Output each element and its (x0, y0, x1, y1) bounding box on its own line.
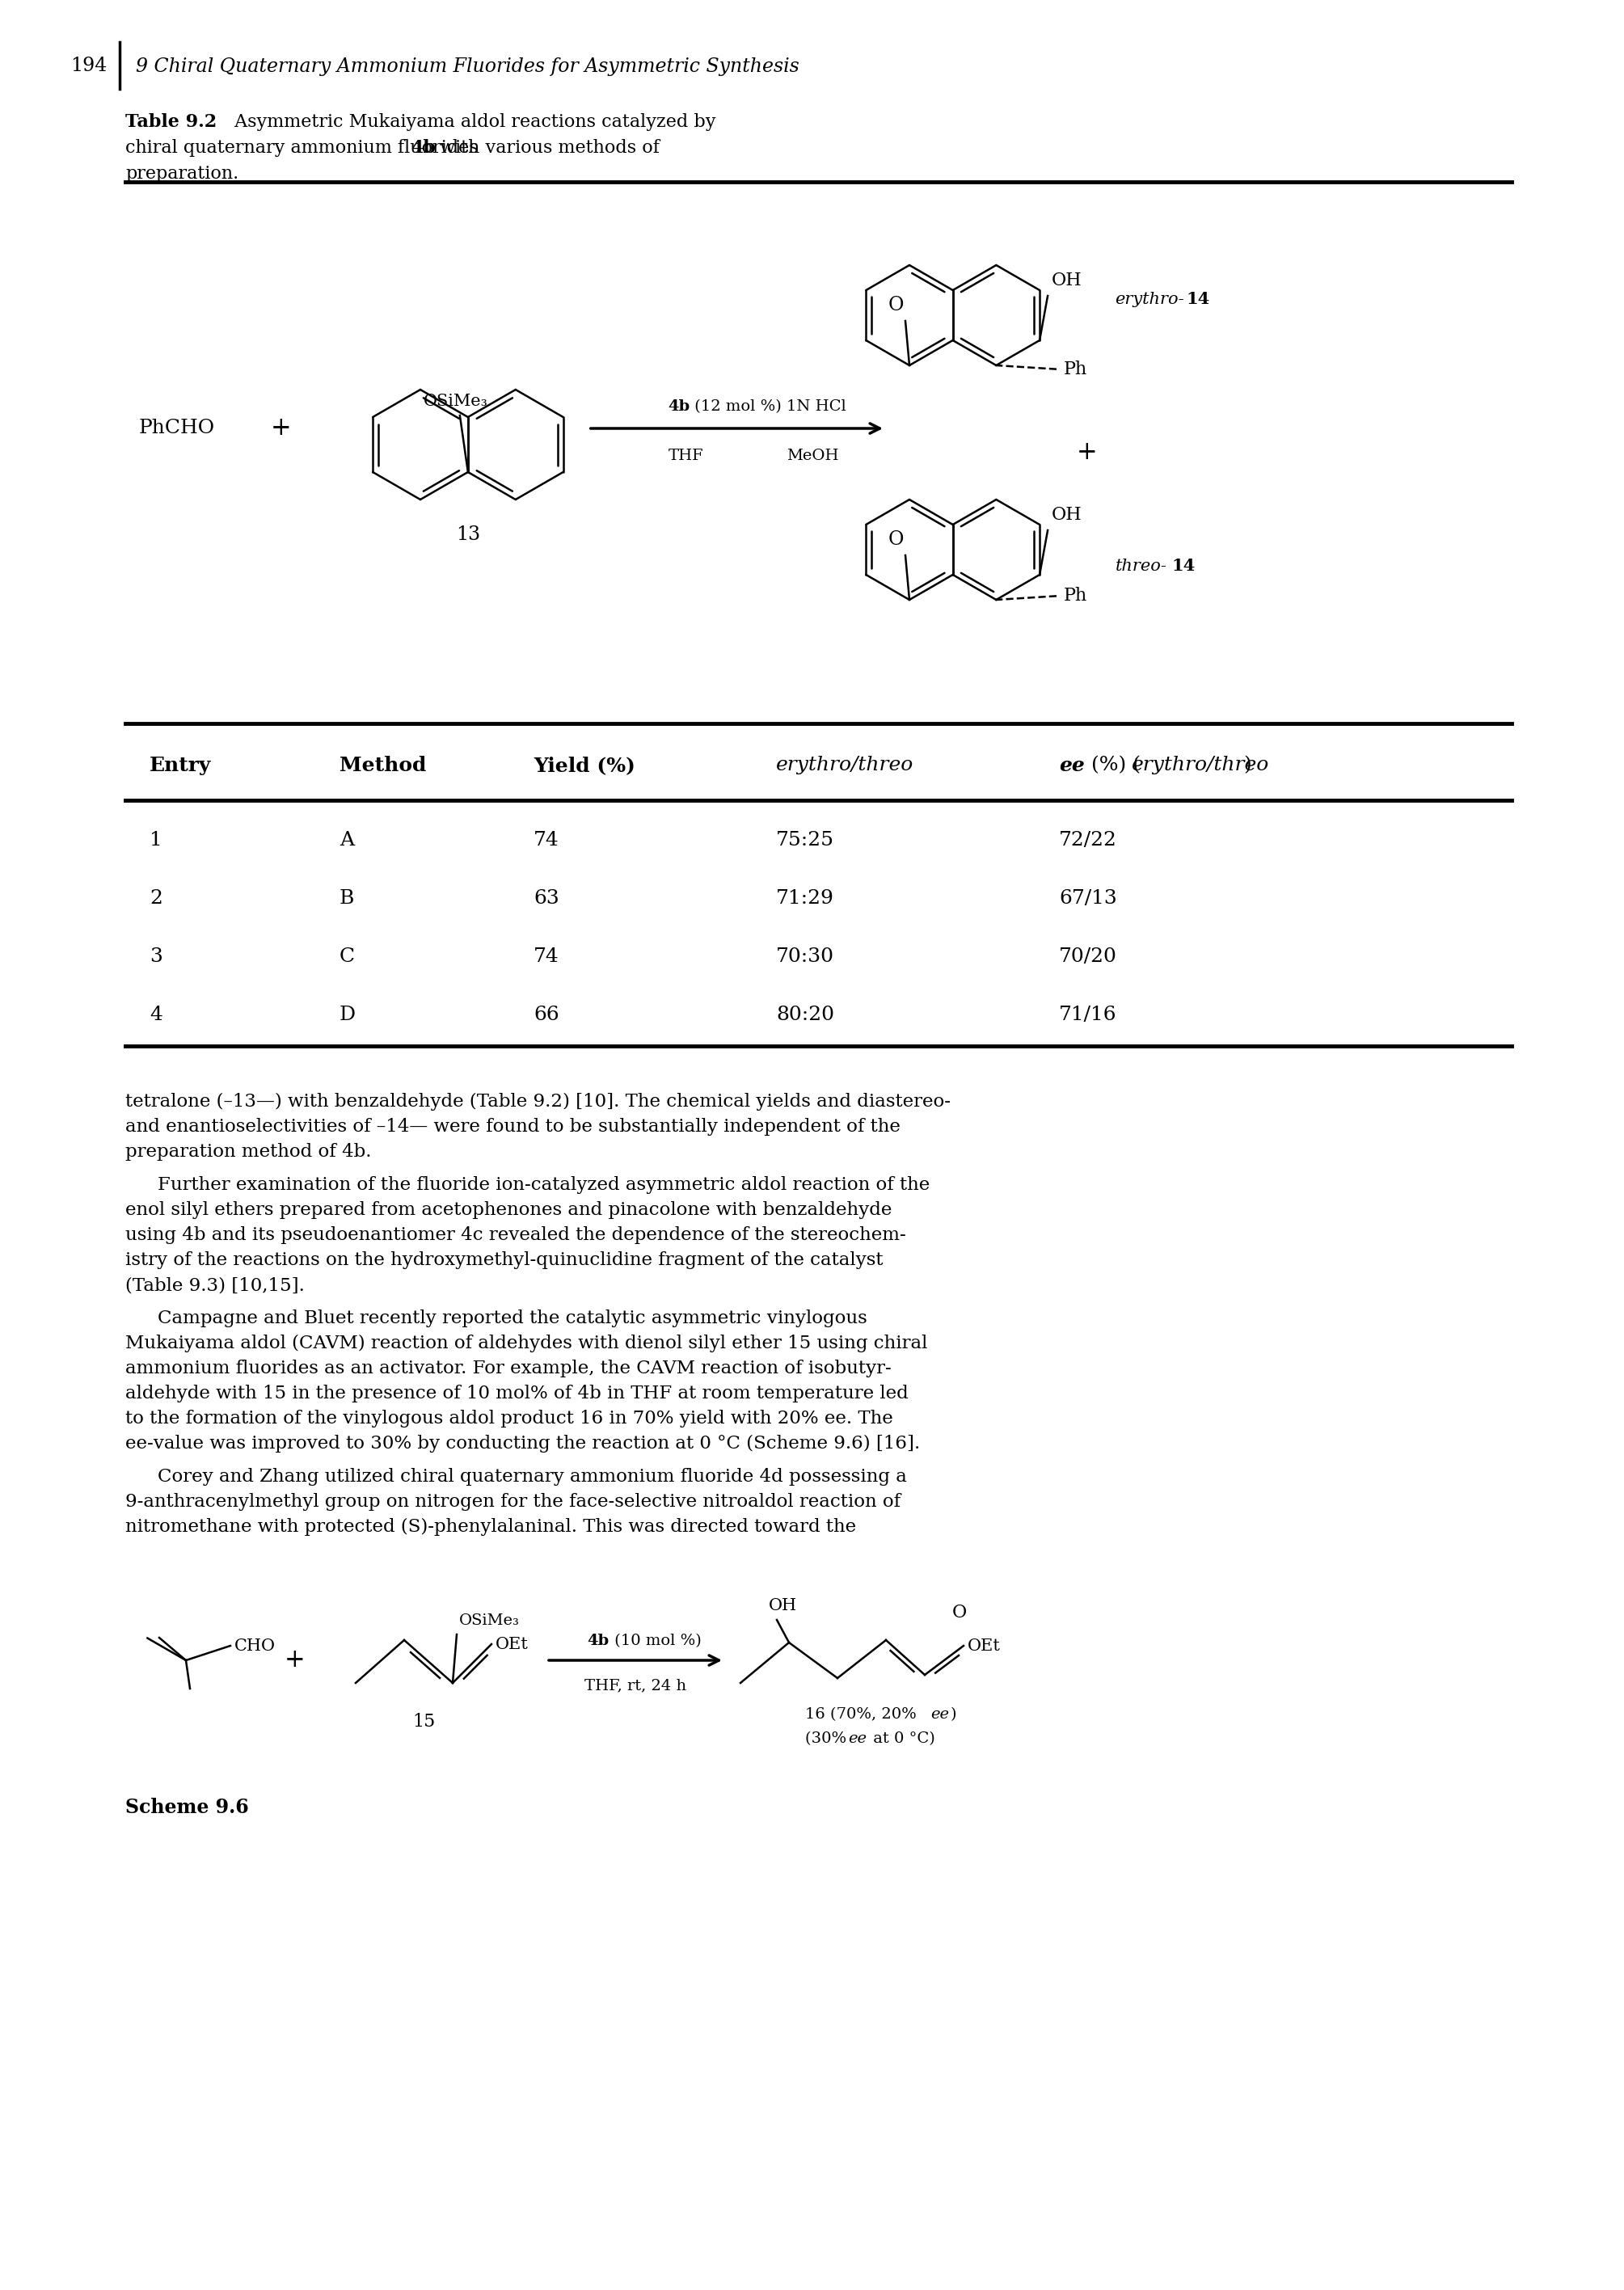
Text: 63: 63 (534, 889, 559, 909)
Text: ): ) (950, 1706, 957, 1722)
Text: O: O (888, 295, 903, 314)
Text: ammonium fluorides as an activator. For example, the CAVM reaction of isobutyr-: ammonium fluorides as an activator. For … (125, 1360, 892, 1376)
Text: 4b: 4b (586, 1633, 609, 1649)
Text: (12 mol %): (12 mol %) (690, 398, 781, 414)
Text: (%) (: (%) ( (1085, 756, 1140, 774)
Text: 74: 74 (534, 831, 559, 850)
Text: 16 (70%, 20%: 16 (70%, 20% (806, 1706, 921, 1722)
Text: 70/20: 70/20 (1059, 948, 1117, 966)
Text: PhCHO: PhCHO (140, 419, 214, 437)
Text: OH: OH (1052, 273, 1082, 289)
Text: Ph: Ph (1064, 586, 1086, 605)
Text: 194: 194 (71, 57, 107, 76)
Text: at 0 °C): at 0 °C) (869, 1731, 935, 1745)
Text: Corey and Zhang utilized chiral quaternary ammonium fluoride 4d possessing a: Corey and Zhang utilized chiral quaterna… (158, 1468, 906, 1486)
Text: Yield (%): Yield (%) (534, 756, 635, 776)
Text: nitromethane with protected (S)-phenylalaninal. This was directed toward the: nitromethane with protected (S)-phenylal… (125, 1518, 856, 1537)
Text: enol silyl ethers prepared from acetophenones and pinacolone with benzaldehyde: enol silyl ethers prepared from acetophe… (125, 1202, 892, 1218)
Text: +: + (271, 417, 292, 442)
Text: Campagne and Bluet recently reported the catalytic asymmetric vinylogous: Campagne and Bluet recently reported the… (158, 1310, 867, 1328)
Text: OEt: OEt (495, 1637, 528, 1651)
Text: 9 Chiral Quaternary Ammonium Fluorides for Asymmetric Synthesis: 9 Chiral Quaternary Ammonium Fluorides f… (136, 57, 799, 76)
Text: ee: ee (931, 1706, 948, 1722)
Text: 67/13: 67/13 (1059, 889, 1117, 909)
Text: Table 9.2: Table 9.2 (125, 112, 218, 131)
Text: 14: 14 (1186, 291, 1210, 307)
Text: ee: ee (848, 1731, 867, 1745)
Text: to the formation of the vinylogous aldol product 16 in 70% yield with 20% ee. Th: to the formation of the vinylogous aldol… (125, 1411, 893, 1427)
Text: B: B (339, 889, 354, 909)
Text: 2: 2 (149, 889, 162, 909)
Text: 1: 1 (149, 831, 162, 850)
Text: istry of the reactions on the hydroxymethyl-quinuclidine fragment of the catalys: istry of the reactions on the hydroxymet… (125, 1250, 883, 1269)
Text: OSiMe₃: OSiMe₃ (460, 1614, 520, 1628)
Text: aldehyde with 15 in the presence of 10 mol% of 4b in THF at room temperature led: aldehyde with 15 in the presence of 10 m… (125, 1385, 908, 1401)
Text: +: + (1077, 440, 1098, 465)
Text: 4b: 4b (667, 398, 690, 414)
Text: 3: 3 (149, 948, 162, 966)
Text: (Table 9.3) [10,15].: (Table 9.3) [10,15]. (125, 1276, 305, 1294)
Text: THF, rt, 24 h: THF, rt, 24 h (585, 1679, 687, 1692)
Text: OH: OH (768, 1598, 797, 1614)
Text: Scheme 9.6: Scheme 9.6 (125, 1798, 248, 1818)
Text: Ph: Ph (1064, 360, 1086, 378)
Text: chiral quaternary ammonium fluorides: chiral quaternary ammonium fluorides (125, 140, 484, 156)
Text: ee-value was improved to 30% by conducting the reaction at 0 °C (Scheme 9.6) [16: ee-value was improved to 30% by conducti… (125, 1436, 921, 1452)
Text: ): ) (1244, 756, 1250, 774)
Text: +: + (284, 1649, 305, 1672)
Text: OEt: OEt (968, 1637, 1000, 1653)
Text: D: D (339, 1005, 356, 1024)
Text: threo-: threo- (1116, 559, 1166, 572)
Text: CHO: CHO (234, 1637, 276, 1653)
Text: C: C (339, 948, 356, 966)
Text: 4: 4 (149, 1005, 162, 1024)
Text: OH: OH (1052, 506, 1082, 524)
Text: with various methods of: with various methods of (434, 140, 659, 156)
Text: O: O (952, 1603, 966, 1621)
Text: tetralone (–13—) with benzaldehyde (Table 9.2) [10]. The chemical yields and dia: tetralone (–13—) with benzaldehyde (Tabl… (125, 1092, 950, 1111)
Text: O: O (888, 531, 903, 550)
Text: Further examination of the fluoride ion-catalyzed asymmetric aldol reaction of t: Further examination of the fluoride ion-… (158, 1177, 931, 1193)
Text: Asymmetric Mukaiyama aldol reactions catalyzed by: Asymmetric Mukaiyama aldol reactions cat… (229, 112, 716, 131)
Text: A: A (339, 831, 354, 850)
Text: erythro/threo: erythro/threo (1132, 756, 1270, 774)
Text: erythro/threo: erythro/threo (776, 756, 914, 774)
Text: OSiMe₃: OSiMe₃ (424, 394, 489, 410)
Text: 14: 14 (1171, 559, 1195, 575)
Text: 9-anthracenylmethyl group on nitrogen for the face-selective nitroaldol reaction: 9-anthracenylmethyl group on nitrogen fo… (125, 1493, 901, 1511)
Text: Entry: Entry (149, 756, 211, 776)
Text: 70:30: 70:30 (776, 948, 835, 966)
Text: 74: 74 (534, 948, 559, 966)
Text: (30%: (30% (806, 1731, 851, 1745)
Text: 1N HCl: 1N HCl (788, 398, 846, 414)
Text: and enantioselectivities of –14— were found to be substantially independent of t: and enantioselectivities of –14— were fo… (125, 1118, 900, 1136)
Text: 13: 13 (456, 524, 481, 545)
Text: preparation.: preparation. (125, 165, 239, 183)
Text: 75:25: 75:25 (776, 831, 835, 850)
Text: MeOH: MeOH (788, 449, 840, 463)
Text: Method: Method (339, 756, 427, 776)
Text: THF: THF (667, 449, 703, 463)
Text: 66: 66 (534, 1005, 559, 1024)
Text: Mukaiyama aldol (CAVM) reaction of aldehydes with dienol silyl ether 15 using ch: Mukaiyama aldol (CAVM) reaction of aldeh… (125, 1335, 927, 1353)
Text: using 4b and its pseudoenantiomer 4c revealed the dependence of the stereochem-: using 4b and its pseudoenantiomer 4c rev… (125, 1225, 906, 1243)
Text: 80:20: 80:20 (776, 1005, 835, 1024)
Text: erythro-: erythro- (1116, 291, 1184, 307)
Text: ee: ee (1059, 756, 1085, 776)
Text: 71/16: 71/16 (1059, 1005, 1117, 1024)
Text: preparation method of 4b.: preparation method of 4b. (125, 1143, 372, 1161)
Text: 4b: 4b (411, 140, 435, 156)
Text: (10 mol %): (10 mol %) (609, 1633, 702, 1649)
Text: 71:29: 71:29 (776, 889, 835, 909)
Text: 15: 15 (412, 1713, 435, 1731)
Text: 72/22: 72/22 (1059, 831, 1117, 850)
